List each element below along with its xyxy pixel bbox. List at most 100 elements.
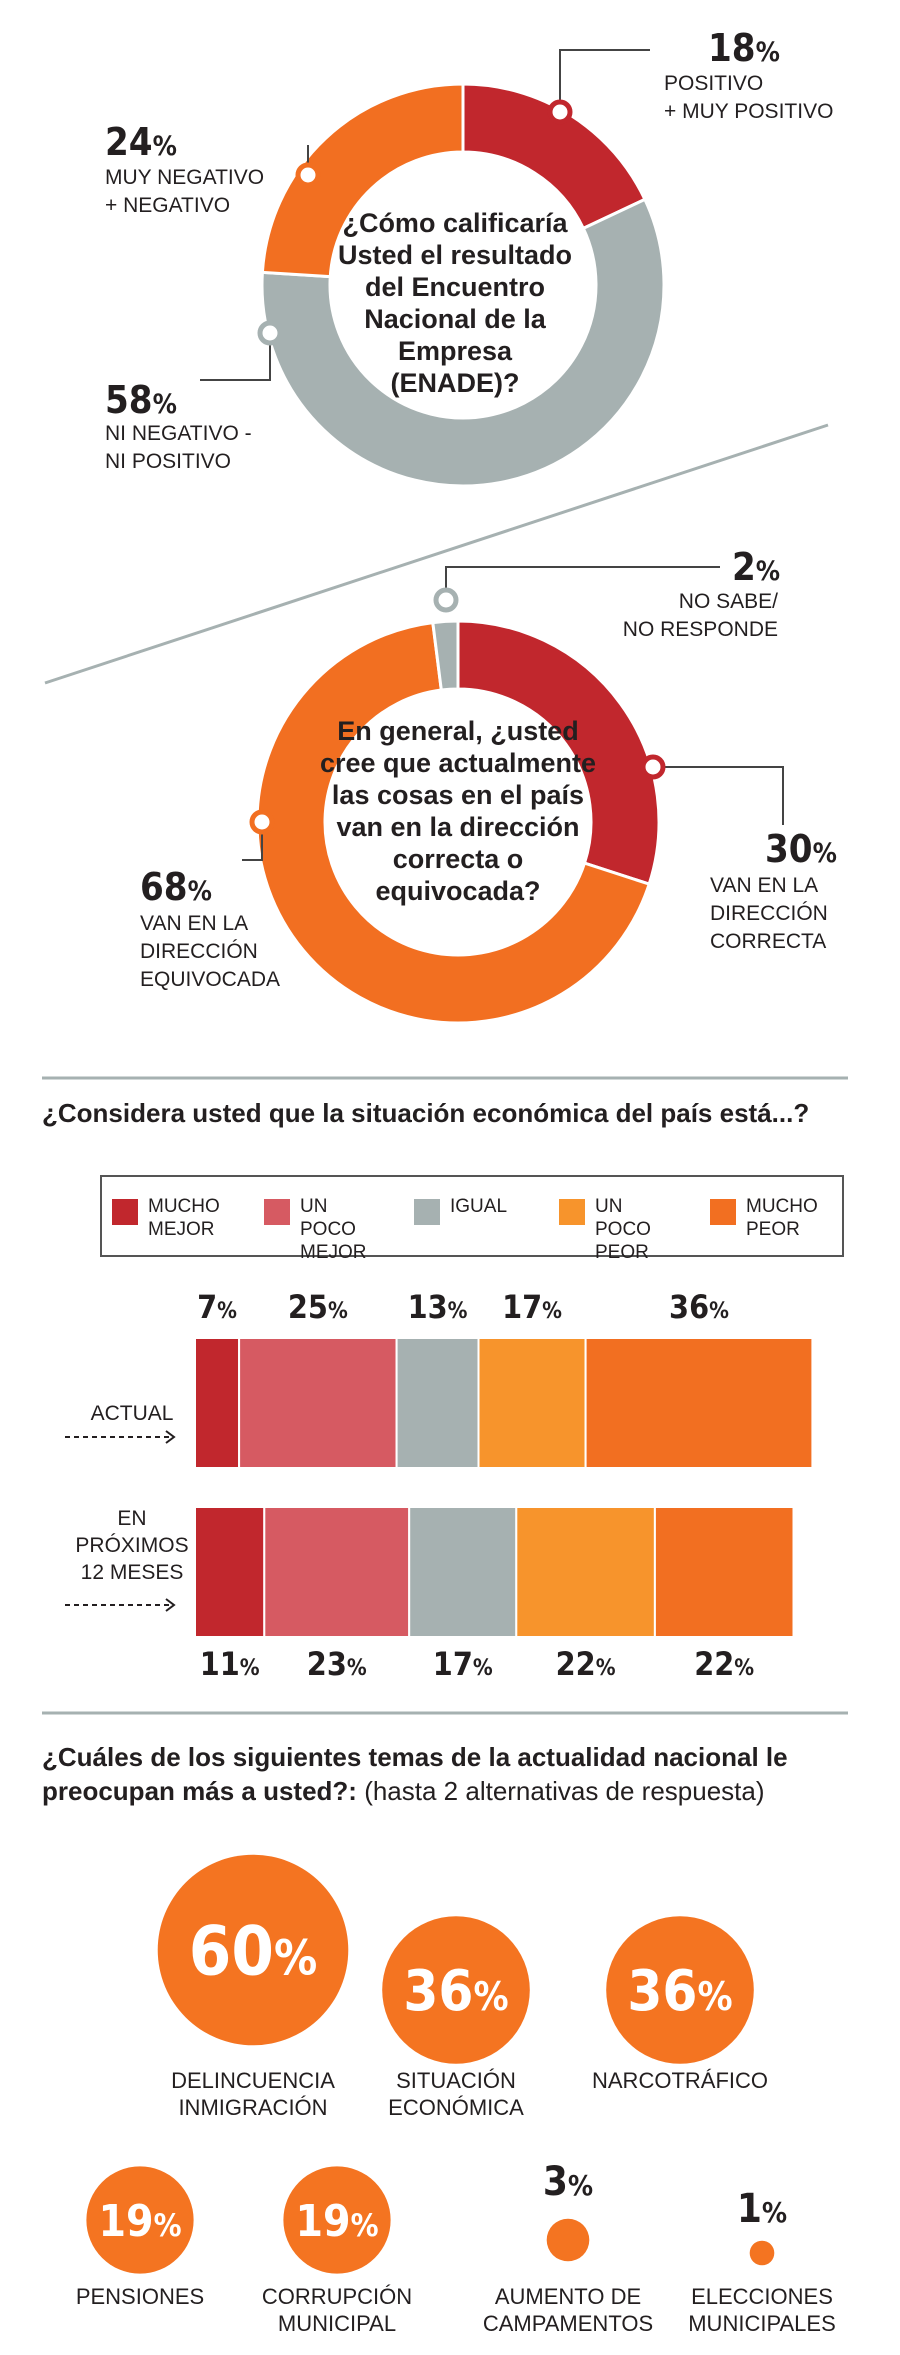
donut2-value: 30% <box>765 827 837 871</box>
topics-question-title: ¿Cuáles de los siguientes temas de la ac… <box>42 1742 788 1772</box>
topic-label: ECONÓMICA <box>388 2095 524 2120</box>
donut2-label: VAN EN LA <box>710 874 818 897</box>
donut1-label: + NEGATIVO <box>105 194 230 217</box>
legend-label: MUCHO MEJOR <box>148 1196 220 1240</box>
donut1-value: 18% <box>708 26 780 70</box>
diagonal-divider <box>44 423 829 685</box>
donut2-slice <box>255 620 652 1025</box>
bar-value-label: 17% <box>433 1645 493 1683</box>
donut2-label: VAN EN LA <box>140 912 248 935</box>
donut1-slice <box>260 197 666 488</box>
donut1-marker <box>547 99 573 125</box>
bar-value-label: 36% <box>669 1288 729 1326</box>
donut1-question: Usted el resultado <box>338 240 572 270</box>
topic-label: SITUACIÓN <box>396 2068 516 2093</box>
donut2-label: DIRECCIÓN <box>140 940 258 963</box>
bar-segment <box>408 1506 518 1638</box>
donut2-leader <box>653 766 784 825</box>
donut2-question: cree que actualmente <box>320 748 596 778</box>
bar-segment <box>653 1506 795 1638</box>
donut2-label: CORRECTA <box>710 930 826 953</box>
topic-value: 19% <box>98 2196 181 2247</box>
topic-bubble <box>283 2166 391 2274</box>
legend-swatch <box>414 1199 440 1225</box>
topic-label: AUMENTO DE <box>495 2284 641 2309</box>
topic-label: ELECCIONES <box>691 2284 833 2309</box>
topic-label: NARCOTRÁFICO <box>592 2068 768 2093</box>
donut2-marker <box>249 809 275 835</box>
donut2-slice <box>431 619 460 692</box>
topic-value: 36% <box>627 1959 732 2024</box>
topic-bubble <box>86 2166 194 2274</box>
donut1-marker <box>257 320 283 346</box>
donut2-question: van en la dirección <box>336 812 579 842</box>
topic-value: 60% <box>189 1912 317 1991</box>
topic-label: DELINCUENCIA <box>171 2068 335 2093</box>
donut2-label: EQUIVOCADA <box>140 968 280 991</box>
donut1-label: + MUY POSITIVO <box>664 100 833 123</box>
donut2-question: las cosas en el país <box>332 780 584 810</box>
topic-bubble <box>382 1916 530 2064</box>
bar-value-label: 7% <box>197 1288 237 1326</box>
legend-swatch <box>264 1199 290 1225</box>
bar-segment <box>238 1337 398 1469</box>
bar-category-label: PRÓXIMOS <box>75 1534 188 1557</box>
topic-value: 1% <box>737 2186 787 2232</box>
donut1-question: Empresa <box>398 336 513 366</box>
donut1-leader <box>200 333 271 381</box>
donut1-question: ¿Cómo calificaría <box>342 208 568 238</box>
donut1-label: MUY NEGATIVO <box>105 166 264 189</box>
bar-value-label: 22% <box>694 1645 754 1683</box>
donut2-label: NO RESPONDE <box>623 618 778 641</box>
bar-category-label: ACTUAL <box>91 1402 174 1425</box>
bar-value-label: 25% <box>288 1288 348 1326</box>
legend-swatch <box>112 1199 138 1225</box>
legend-label: MUCHO PEOR <box>746 1196 818 1240</box>
bar-segment <box>584 1337 814 1469</box>
bar-segment <box>477 1337 587 1469</box>
bar-category-label: EN <box>117 1507 146 1530</box>
legend-label: UN POCO MEJOR <box>300 1196 367 1263</box>
topic-label: CORRUPCIÓN <box>262 2284 412 2309</box>
topic-value: 19% <box>295 2196 378 2247</box>
bar-segment <box>395 1337 480 1469</box>
bar-value-label: 17% <box>502 1288 562 1326</box>
legend-label: UN POCO PEOR <box>595 1196 651 1263</box>
bar-category-label: 12 MESES <box>81 1561 184 1584</box>
topics-question-title: preocupan más a usted?: (hasta 2 alterna… <box>42 1776 765 1806</box>
topic-bubble <box>546 2218 590 2262</box>
donut2-slice <box>456 619 661 887</box>
bar-value-label: 23% <box>307 1645 367 1683</box>
donut2-value: 2% <box>732 545 780 589</box>
donut2-question: correcta o <box>393 844 524 874</box>
topic-label: MUNICIPALES <box>688 2311 836 2336</box>
bar-value-label: 13% <box>408 1288 468 1326</box>
economy-legend: MUCHO MEJOR UN POCO MEJOR IGUAL UN POCO PEOR MU… <box>100 1175 844 1263</box>
topic-label: CAMPAMENTOS <box>483 2311 653 2336</box>
topic-bubble <box>157 1854 349 2046</box>
donut1-value: 24% <box>105 120 177 164</box>
legend-swatch <box>710 1199 736 1225</box>
topic-label: MUNICIPAL <box>278 2311 396 2336</box>
donut1-leader <box>559 49 650 112</box>
bar-value-label: 11% <box>200 1645 260 1683</box>
donut1-question: Nacional de la <box>364 304 547 334</box>
topic-label: PENSIONES <box>76 2284 204 2309</box>
economy-question-title: ¿Considera usted que la situación económ… <box>42 1098 810 1128</box>
topic-label: INMIGRACIÓN <box>178 2095 327 2120</box>
topic-bubble <box>749 2240 775 2266</box>
bar-category-arrowhead <box>165 1598 176 1612</box>
bar-segment <box>263 1506 411 1638</box>
donut2-marker <box>433 587 459 613</box>
donut2-question: equivocada? <box>375 876 540 906</box>
topic-bubble <box>606 1916 754 2064</box>
donut1-marker <box>295 162 321 188</box>
legend-label: IGUAL <box>450 1196 508 1217</box>
bar-segment <box>515 1506 656 1638</box>
donut1-label: POSITIVO <box>664 72 763 95</box>
donut1-question: (ENADE)? <box>391 368 520 398</box>
bar-segment <box>194 1506 266 1638</box>
bar-category-arrowhead <box>165 1430 176 1444</box>
donut2-question: En general, ¿usted <box>337 716 579 746</box>
